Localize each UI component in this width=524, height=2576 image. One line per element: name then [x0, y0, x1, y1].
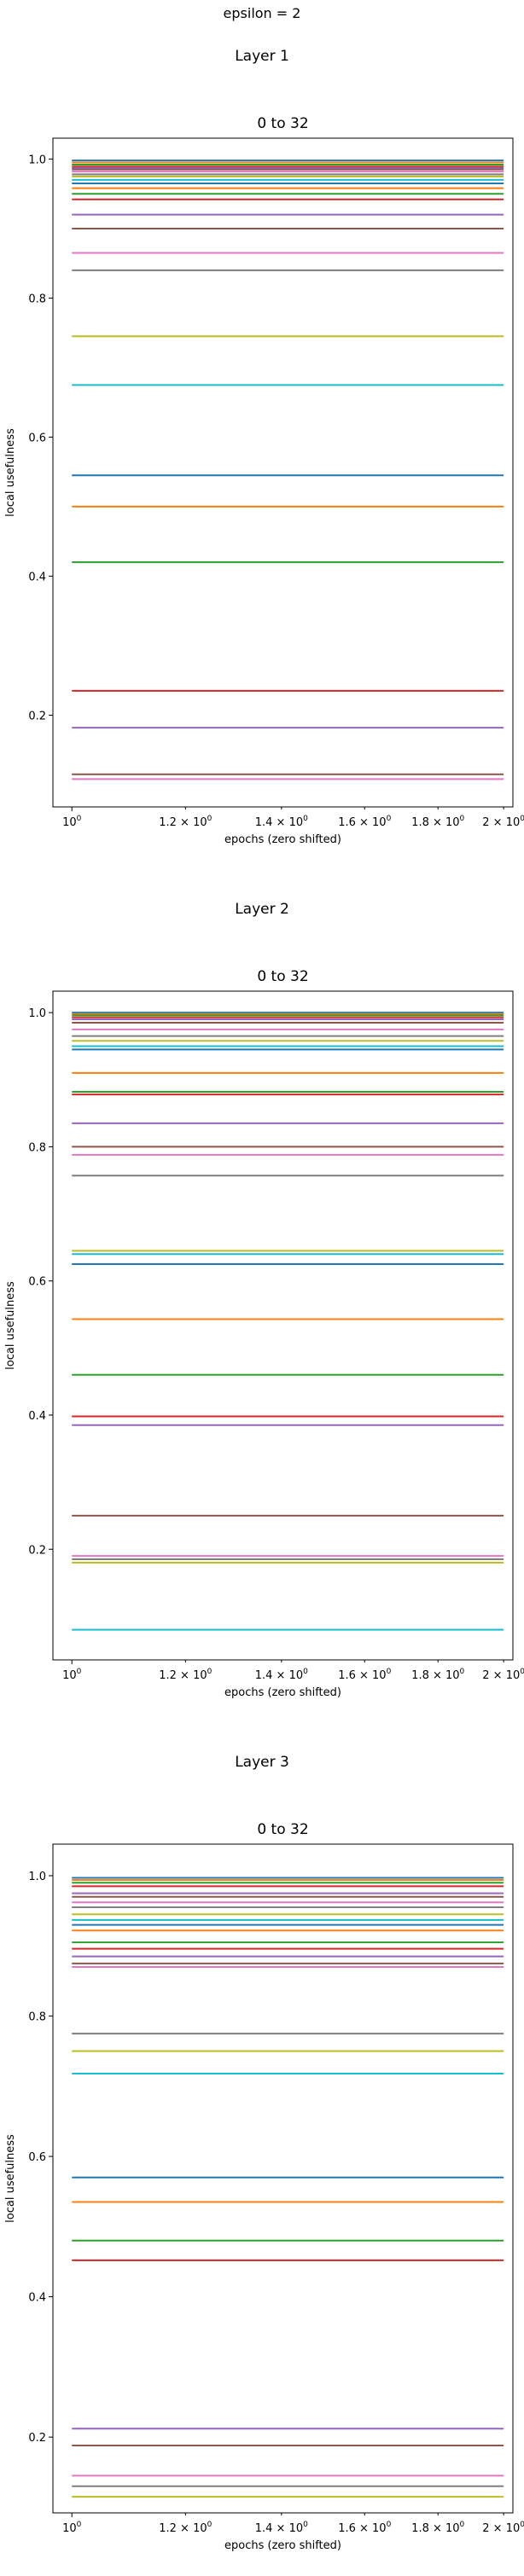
- y-tick-label: 0.2: [28, 2432, 46, 2445]
- plot-frame: [52, 990, 514, 1661]
- x-tick-label-exponent: 0: [303, 2521, 308, 2529]
- x-tick-label-base: 2 × 10: [482, 816, 520, 829]
- y-tick-label: 1.0: [28, 1871, 46, 1883]
- chart-title: 0 to 32: [257, 115, 308, 132]
- x-tick-label-exponent: 0: [460, 815, 465, 823]
- x-tick-label: 1.2 × 100: [159, 1668, 212, 1682]
- x-tick-label-exponent: 0: [77, 2521, 82, 2529]
- x-tick-label: 100: [62, 815, 82, 829]
- x-tick-label-base: 1.8 × 10: [411, 2522, 459, 2535]
- x-tick-label-exponent: 0: [460, 2521, 465, 2529]
- y-axis-label: local usefulness: [4, 2134, 17, 2223]
- x-tick-label-base: 10: [62, 1669, 77, 1682]
- y-tick-label: 0.6: [28, 2151, 46, 2164]
- x-tick-label: 100: [62, 2521, 82, 2535]
- x-tick-label: 100: [62, 1668, 82, 1682]
- x-tick-label-base: 1.6 × 10: [338, 1669, 386, 1682]
- y-tick-label: 0.8: [28, 2011, 46, 2024]
- x-tick-label-base: 10: [62, 816, 77, 829]
- x-tick-label-base: 1.2 × 10: [159, 816, 207, 829]
- x-tick-label: 1.8 × 100: [411, 815, 464, 829]
- plot-frame: [52, 137, 514, 808]
- x-tick-label-base: 10: [62, 2522, 77, 2535]
- chart-title: 0 to 32: [257, 1821, 308, 1838]
- x-tick-label-base: 1.6 × 10: [338, 2522, 386, 2535]
- x-tick-label-exponent: 0: [303, 1668, 308, 1676]
- x-axis-label: epochs (zero shifted): [224, 1686, 341, 1699]
- x-tick-label-exponent: 0: [207, 815, 213, 823]
- series-group: [72, 1012, 504, 1631]
- x-tick-label: 1.4 × 100: [255, 815, 308, 829]
- x-tick-label: 1.4 × 100: [255, 1668, 308, 1682]
- y-tick-label: 0.4: [28, 2292, 46, 2305]
- x-tick-label-base: 1.8 × 10: [411, 1669, 459, 1682]
- x-tick-label-exponent: 0: [207, 2521, 213, 2529]
- y-tick-label: 1.0: [28, 1007, 46, 1020]
- y-tick-label: 0.2: [28, 1544, 46, 1557]
- x-axis-label: epochs (zero shifted): [224, 2539, 341, 2552]
- y-tick-label: 0.4: [28, 1410, 46, 1423]
- x-tick-label: 2 × 100: [482, 1668, 524, 1682]
- x-tick-label-base: 2 × 10: [482, 2522, 520, 2535]
- x-tick-label-exponent: 0: [520, 815, 524, 823]
- series-group: [72, 1877, 504, 2498]
- figure-suptitle: epsilon = 2: [223, 5, 301, 21]
- y-axis-label: local usefulness: [4, 1281, 17, 1370]
- y-tick-label: 0.6: [28, 432, 46, 444]
- x-tick-label: 1.6 × 100: [338, 2521, 391, 2535]
- x-tick-label-base: 1.4 × 10: [255, 816, 303, 829]
- x-tick-label-exponent: 0: [387, 1668, 392, 1676]
- x-tick-label-base: 1.4 × 10: [255, 2522, 303, 2535]
- x-tick-label-exponent: 0: [387, 815, 392, 823]
- x-tick-label-base: 1.2 × 10: [159, 2522, 207, 2535]
- x-tick-label-exponent: 0: [520, 1668, 524, 1676]
- series-group: [72, 160, 504, 780]
- x-tick-label-exponent: 0: [460, 1668, 465, 1676]
- x-tick-label-base: 1.2 × 10: [159, 1669, 207, 1682]
- x-tick-label: 2 × 100: [482, 2521, 524, 2535]
- plot-frame: [52, 1843, 514, 2514]
- x-tick-label: 1.2 × 100: [159, 2521, 212, 2535]
- x-tick-label-exponent: 0: [77, 815, 82, 823]
- chart-title: 0 to 32: [257, 968, 308, 985]
- x-tick-label-exponent: 0: [207, 1668, 213, 1676]
- x-tick-label: 1.6 × 100: [338, 1668, 391, 1682]
- layer-2-title: Layer 2: [235, 901, 289, 918]
- x-tick-label-exponent: 0: [303, 815, 308, 823]
- y-tick-label: 0.2: [28, 710, 46, 722]
- x-tick-label-base: 1.8 × 10: [411, 816, 459, 829]
- x-tick-label-exponent: 0: [520, 2521, 524, 2529]
- layer-1-title: Layer 1: [235, 48, 289, 65]
- y-tick-label: 1.0: [28, 154, 46, 166]
- x-tick-label-exponent: 0: [77, 1668, 82, 1676]
- x-tick-label: 1.8 × 100: [411, 1668, 464, 1682]
- x-tick-label: 1.2 × 100: [159, 815, 212, 829]
- x-tick-label-base: 2 × 10: [482, 1669, 520, 1682]
- x-tick-label: 2 × 100: [482, 815, 524, 829]
- y-tick-label: 0.4: [28, 571, 46, 583]
- x-tick-label: 1.4 × 100: [255, 2521, 308, 2535]
- y-axis-label: local usefulness: [4, 428, 17, 517]
- y-tick-label: 0.8: [28, 293, 46, 305]
- x-tick-label: 1.6 × 100: [338, 815, 391, 829]
- x-axis-label: epochs (zero shifted): [224, 833, 341, 846]
- layer-3-title: Layer 3: [235, 1754, 289, 1771]
- x-tick-label-exponent: 0: [387, 2521, 392, 2529]
- y-tick-label: 0.6: [28, 1276, 46, 1289]
- x-tick-label-base: 1.6 × 10: [338, 816, 386, 829]
- x-tick-label: 1.8 × 100: [411, 2521, 464, 2535]
- x-tick-label-base: 1.4 × 10: [255, 1669, 303, 1682]
- y-tick-label: 0.8: [28, 1141, 46, 1154]
